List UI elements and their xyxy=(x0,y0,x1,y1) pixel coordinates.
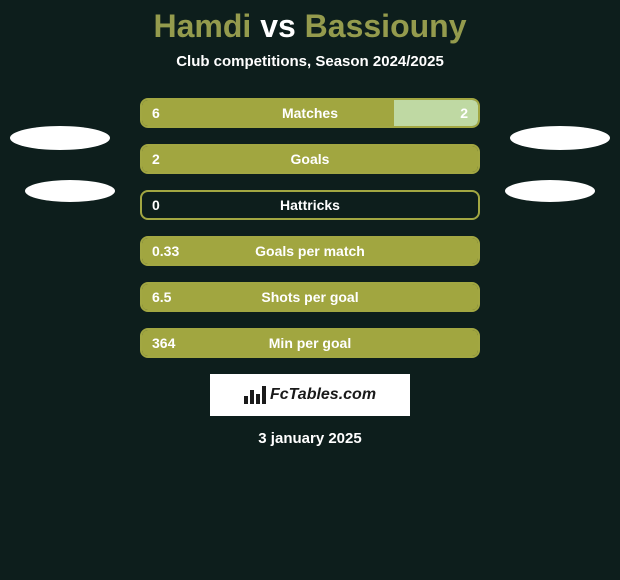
subtitle: Club competitions, Season 2024/2025 xyxy=(0,53,620,70)
decorative-ellipse-icon xyxy=(10,126,110,150)
stat-label: Goals xyxy=(142,146,478,172)
stat-label: Min per goal xyxy=(142,330,478,356)
stat-bar: Goals2 xyxy=(140,144,480,174)
stat-label: Shots per goal xyxy=(142,284,478,310)
infographic-container: Hamdi vs Bassiouny Club competitions, Se… xyxy=(0,0,620,580)
stat-value-left: 364 xyxy=(152,330,175,356)
vs-text: vs xyxy=(260,8,296,44)
stat-value-right: 2 xyxy=(460,100,468,126)
stat-value-left: 6.5 xyxy=(152,284,171,310)
branding-text: FcTables.com xyxy=(270,386,376,404)
stat-value-left: 0 xyxy=(152,192,160,218)
stat-label: Goals per match xyxy=(142,238,478,264)
stat-bar: Shots per goal6.5 xyxy=(140,282,480,312)
branding-badge: FcTables.com xyxy=(210,374,410,416)
decorative-ellipse-icon xyxy=(505,180,595,202)
decorative-ellipse-icon xyxy=(25,180,115,202)
stat-bar: Matches6 2 xyxy=(140,98,480,128)
page-title: Hamdi vs Bassiouny xyxy=(0,0,620,45)
bars-icon xyxy=(244,386,266,404)
player1-name: Hamdi xyxy=(154,8,252,44)
stat-label: Matches xyxy=(142,100,478,126)
stat-value-left: 0.33 xyxy=(152,238,179,264)
player2-name: Bassiouny xyxy=(305,8,467,44)
stats-bars: Matches62Goals2Hattricks0Goals per match… xyxy=(140,98,480,358)
stat-bar: Min per goal364 xyxy=(140,328,480,358)
stat-label: Hattricks xyxy=(142,192,478,218)
stat-bar: Hattricks0 xyxy=(140,190,480,220)
date-text: 3 january 2025 xyxy=(0,430,620,447)
decorative-ellipse-icon xyxy=(510,126,610,150)
stat-bar: Goals per match0.33 xyxy=(140,236,480,266)
stat-value-left: 6 xyxy=(152,100,160,126)
stat-value-left: 2 xyxy=(152,146,160,172)
